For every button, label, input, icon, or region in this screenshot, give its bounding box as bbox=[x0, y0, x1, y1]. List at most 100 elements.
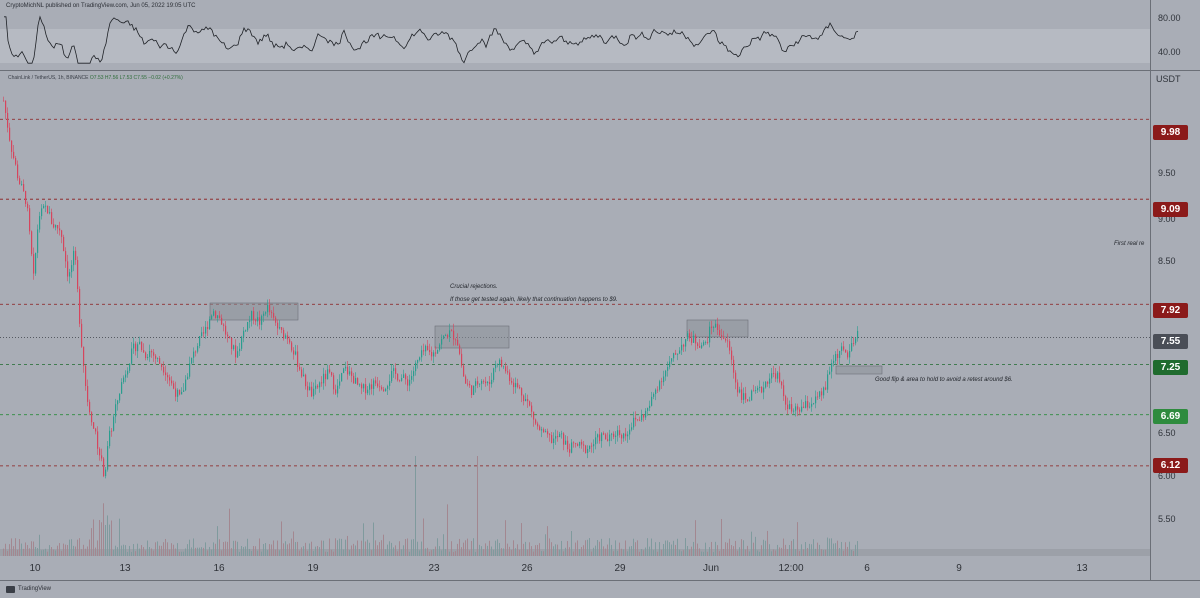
candle-body bbox=[303, 374, 305, 377]
volume-bar bbox=[173, 544, 174, 556]
candle-body bbox=[31, 231, 33, 255]
candle-body bbox=[323, 373, 325, 384]
time-tick-1200: 12:00 bbox=[778, 563, 804, 574]
candle-body bbox=[153, 352, 155, 356]
candle-body bbox=[845, 349, 847, 353]
candle-body bbox=[625, 433, 627, 437]
candle-body bbox=[701, 345, 703, 348]
candle-body bbox=[149, 351, 151, 357]
volume-bar bbox=[781, 547, 782, 556]
volume-bar bbox=[559, 549, 560, 556]
volume-bar bbox=[815, 548, 816, 556]
volume-bar bbox=[49, 545, 50, 556]
level-badge-612: 6.12 bbox=[1153, 458, 1188, 473]
volume-bar bbox=[195, 547, 196, 556]
candle-body bbox=[565, 440, 567, 445]
volume-bar bbox=[489, 540, 490, 556]
candle-body bbox=[549, 434, 551, 436]
volume-bar bbox=[19, 539, 20, 556]
candle-body bbox=[137, 344, 139, 352]
candle-body bbox=[523, 395, 525, 402]
volume-bar bbox=[835, 543, 836, 556]
candle-body bbox=[491, 379, 493, 385]
volume-bar bbox=[61, 550, 62, 556]
volume-bar bbox=[211, 549, 212, 556]
volume-bar bbox=[849, 541, 850, 556]
volume-bar bbox=[325, 551, 326, 556]
volume-bar bbox=[231, 548, 232, 556]
volume-bar bbox=[363, 523, 364, 556]
volume-bar bbox=[669, 542, 670, 556]
volume-bar bbox=[713, 551, 714, 556]
volume-bar bbox=[527, 549, 528, 556]
candlesticks bbox=[3, 96, 859, 479]
candle-body bbox=[315, 385, 317, 389]
volume-bar bbox=[831, 538, 832, 556]
candle-body bbox=[377, 383, 379, 387]
volume-bar bbox=[519, 549, 520, 556]
candle-body bbox=[503, 366, 505, 368]
candle-body bbox=[773, 373, 775, 375]
volume-bar bbox=[479, 544, 480, 556]
candle-body bbox=[797, 406, 799, 410]
candle-body bbox=[519, 387, 521, 389]
candle-body bbox=[57, 225, 59, 229]
volume-bar bbox=[337, 540, 338, 556]
candle-body bbox=[789, 404, 791, 410]
volume-bar bbox=[357, 540, 358, 556]
candle-body bbox=[759, 386, 761, 388]
volume-bar bbox=[627, 551, 628, 556]
volume-bar bbox=[465, 540, 466, 556]
volume-bar bbox=[645, 547, 646, 556]
candle-body bbox=[173, 383, 175, 389]
candle-body bbox=[459, 345, 461, 354]
volume-bar bbox=[529, 542, 530, 556]
volume-bar bbox=[487, 545, 488, 556]
volume-bar bbox=[543, 551, 544, 556]
candle-body bbox=[13, 151, 15, 158]
volume-bar bbox=[689, 549, 690, 556]
candle-body bbox=[455, 339, 457, 341]
candle-body bbox=[815, 396, 817, 404]
volume-bar bbox=[79, 538, 80, 556]
candle-body bbox=[241, 336, 243, 349]
volume-bar bbox=[853, 551, 854, 556]
candle-body bbox=[681, 344, 683, 351]
volume-bar bbox=[255, 546, 256, 556]
volume-bar bbox=[11, 538, 12, 556]
volume-bar bbox=[797, 522, 798, 556]
volume-bar bbox=[431, 550, 432, 556]
price-unit: USDT bbox=[1156, 74, 1181, 84]
volume-bar bbox=[451, 541, 452, 556]
volume-bar bbox=[731, 545, 732, 556]
volume-bar bbox=[131, 551, 132, 556]
level-badge-909: 9.09 bbox=[1153, 202, 1188, 217]
volume-bar bbox=[125, 545, 126, 556]
volume-bar bbox=[323, 540, 324, 556]
volume-bar bbox=[273, 540, 274, 556]
volume-bar bbox=[369, 542, 370, 556]
candle-body bbox=[29, 208, 31, 232]
candle-body bbox=[287, 335, 289, 340]
volume-bar bbox=[103, 503, 104, 556]
volume-bar bbox=[455, 551, 456, 556]
volume-bar bbox=[593, 547, 594, 556]
candle-body bbox=[413, 371, 415, 377]
volume-bar bbox=[191, 547, 192, 556]
candle-body bbox=[227, 334, 229, 337]
rejection-zone-2 bbox=[434, 325, 510, 349]
candle-body bbox=[207, 326, 209, 329]
candle-body bbox=[195, 351, 197, 353]
candle-body bbox=[623, 433, 625, 439]
volume-bar bbox=[845, 542, 846, 556]
candle-body bbox=[251, 311, 253, 321]
candle-body bbox=[609, 434, 611, 441]
candle-body bbox=[469, 383, 471, 386]
volume-bar bbox=[753, 542, 754, 556]
candle-body bbox=[39, 216, 41, 230]
candle-body bbox=[689, 333, 691, 339]
volume-bar bbox=[809, 543, 810, 556]
candle-body bbox=[839, 350, 841, 358]
candle-body bbox=[351, 371, 353, 376]
